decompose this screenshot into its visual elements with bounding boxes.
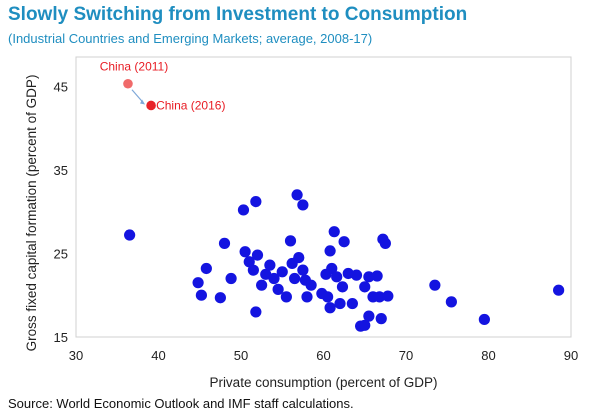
- data-point: [248, 265, 259, 276]
- data-point: [240, 246, 251, 257]
- data-point: [293, 252, 304, 263]
- trend-arrow: [132, 90, 143, 103]
- data-point: [322, 291, 333, 302]
- data-point: [363, 311, 374, 322]
- data-point: [281, 291, 292, 302]
- data-point: [292, 189, 303, 200]
- data-point: [297, 265, 308, 276]
- data-point: [334, 298, 345, 309]
- data-point: [264, 260, 275, 271]
- y-tick-label: 35: [54, 163, 68, 178]
- y-tick-label: 25: [54, 246, 68, 261]
- data-point: [285, 235, 296, 246]
- data-point: [429, 280, 440, 291]
- data-point: [372, 270, 383, 281]
- data-point: [252, 249, 263, 260]
- highlight-point-china-2016: [146, 101, 156, 111]
- y-tick-label: 15: [54, 330, 68, 345]
- data-point: [380, 238, 391, 249]
- y-axis-label: Gross fixed capital formation (percent o…: [24, 75, 39, 352]
- data-point: [376, 313, 387, 324]
- x-tick-label: 40: [151, 348, 165, 363]
- data-point: [297, 199, 308, 210]
- x-axis-label: Private consumption (percent of GDP): [209, 375, 437, 390]
- data-point: [347, 298, 358, 309]
- data-point: [193, 277, 204, 288]
- data-point: [382, 290, 393, 301]
- data-point: [351, 270, 362, 281]
- data-point: [250, 306, 261, 317]
- data-point: [250, 196, 261, 207]
- data-point: [277, 266, 288, 277]
- data-point: [256, 280, 267, 291]
- data-point: [325, 245, 336, 256]
- data-point: [359, 281, 370, 292]
- x-tick-label: 50: [234, 348, 248, 363]
- data-point: [329, 226, 340, 237]
- x-tick-label: 60: [316, 348, 330, 363]
- x-tick-label: 80: [481, 348, 495, 363]
- data-point: [325, 302, 336, 313]
- annotation-china-2016: China (2016): [156, 98, 225, 112]
- data-point: [339, 236, 350, 247]
- x-tick-label: 30: [69, 348, 83, 363]
- data-point: [201, 263, 212, 274]
- data-point: [238, 204, 249, 215]
- data-point: [479, 314, 490, 325]
- data-point: [301, 291, 312, 302]
- data-point: [219, 238, 230, 249]
- data-point: [273, 284, 284, 295]
- annotation-china-2011: China (2011): [100, 60, 168, 74]
- data-point: [446, 296, 457, 307]
- source-note: Source: World Economic Outlook and IMF s…: [8, 396, 354, 411]
- x-tick-label: 90: [564, 348, 578, 363]
- data-point: [215, 292, 226, 303]
- data-point: [331, 271, 342, 282]
- y-tick-label: 45: [54, 79, 68, 94]
- data-point: [337, 281, 348, 292]
- data-point: [289, 273, 300, 284]
- x-tick-label: 70: [399, 348, 413, 363]
- data-point: [124, 229, 135, 240]
- highlight-point-china-2011: [123, 79, 133, 89]
- data-point: [196, 290, 207, 301]
- data-point: [553, 285, 564, 296]
- data-point: [226, 273, 237, 284]
- data-point: [306, 280, 317, 291]
